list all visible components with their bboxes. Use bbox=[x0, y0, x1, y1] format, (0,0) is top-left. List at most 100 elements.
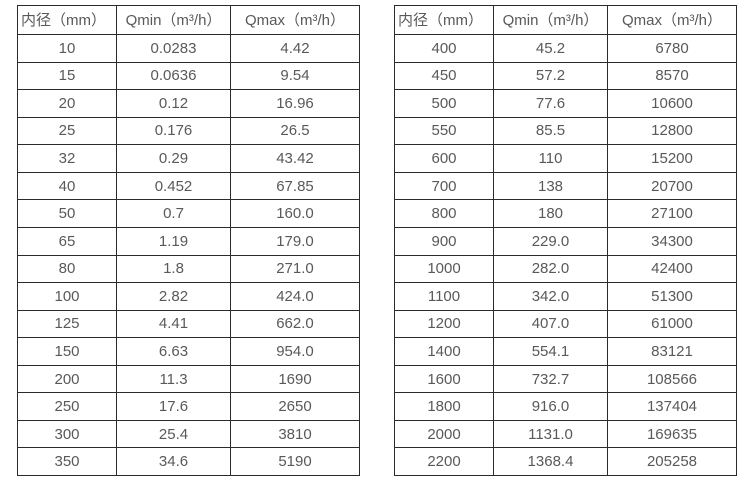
table-row: 10 0.0283 4.42 bbox=[17, 34, 360, 63]
table-cell: 229.0 bbox=[493, 226, 608, 256]
table-cell: 5190 bbox=[230, 447, 360, 476]
table-row: 150 6.63 954.0 bbox=[17, 337, 360, 366]
table-cell: 83121 bbox=[607, 337, 737, 366]
table-cell: 700 bbox=[394, 171, 494, 201]
table-row: 400 45.2 6780 bbox=[394, 34, 737, 63]
table-cell: 100 bbox=[17, 282, 117, 311]
table-row: 350 34.6 5190 bbox=[17, 447, 360, 476]
table-cell: 282.0 bbox=[493, 254, 608, 284]
table-cell: 1200 bbox=[394, 309, 494, 339]
table-cell: 2000 bbox=[394, 419, 494, 449]
table-row: 2000 1131.0 169635 bbox=[394, 419, 737, 449]
table-row: 25 0.176 26.5 bbox=[17, 116, 360, 146]
table-cell: 550 bbox=[394, 116, 494, 146]
table-cell: 169635 bbox=[607, 419, 737, 449]
table-row: 1000 282.0 42400 bbox=[394, 254, 737, 284]
table-row: 1400 554.1 83121 bbox=[394, 337, 737, 366]
table-cell: 61000 bbox=[607, 309, 737, 339]
table-cell: 65 bbox=[17, 226, 117, 256]
table-cell: 0.29 bbox=[116, 144, 231, 173]
table-cell: 160.0 bbox=[230, 199, 360, 228]
table-row: 900 229.0 34300 bbox=[394, 226, 737, 256]
table-cell: 50 bbox=[17, 199, 117, 228]
table-cell: 3810 bbox=[230, 419, 360, 449]
column-header-diameter: 内径（mm） bbox=[17, 5, 117, 35]
table-cell: 32 bbox=[17, 144, 117, 173]
table-cell: 45.2 bbox=[493, 34, 608, 63]
table-cell: 271.0 bbox=[230, 254, 360, 284]
table-row: 550 85.5 12800 bbox=[394, 116, 737, 146]
table-cell: 0.176 bbox=[116, 116, 231, 146]
table-cell: 15 bbox=[17, 61, 117, 91]
table-cell: 0.12 bbox=[116, 89, 231, 118]
table-cell: 800 bbox=[394, 199, 494, 228]
table-cell: 10600 bbox=[607, 89, 737, 118]
table-cell: 15200 bbox=[607, 144, 737, 173]
table-cell: 916.0 bbox=[493, 392, 608, 421]
table-cell: 1368.4 bbox=[493, 447, 608, 476]
table-cell: 0.452 bbox=[116, 171, 231, 201]
table-row: 450 57.2 8570 bbox=[394, 61, 737, 91]
table-cell: 2.82 bbox=[116, 282, 231, 311]
table-cell: 4.42 bbox=[230, 34, 360, 63]
table-cell: 342.0 bbox=[493, 282, 608, 311]
table-cell: 6780 bbox=[607, 34, 737, 63]
table-cell: 1.8 bbox=[116, 254, 231, 284]
table-cell: 138 bbox=[493, 171, 608, 201]
table-row: 50 0.7 160.0 bbox=[17, 199, 360, 228]
table-cell: 1690 bbox=[230, 364, 360, 394]
table-cell: 16.96 bbox=[230, 89, 360, 118]
flow-table-small-diameters: 内径（mm） Qmin（m³/h） Qmax（m³/h） 10 0.0283 4.4… bbox=[17, 5, 360, 476]
table-row: 15 0.0636 9.54 bbox=[17, 61, 360, 91]
table-header-row: 内径（mm） Qmin（m³/h） Qmax（m³/h） bbox=[17, 5, 360, 35]
table-cell: 554.1 bbox=[493, 337, 608, 366]
table-cell: 400 bbox=[394, 34, 494, 63]
table-cell: 80 bbox=[17, 254, 117, 284]
table-cell: 110 bbox=[493, 144, 608, 173]
table-cell: 17.6 bbox=[116, 392, 231, 421]
table-cell: 25 bbox=[17, 116, 117, 146]
table-cell: 12800 bbox=[607, 116, 737, 146]
table-cell: 27100 bbox=[607, 199, 737, 228]
table-cell: 26.5 bbox=[230, 116, 360, 146]
table-cell: 6.63 bbox=[116, 337, 231, 366]
table-cell: 8570 bbox=[607, 61, 737, 91]
table-cell: 150 bbox=[17, 337, 117, 366]
table-row: 800 180 27100 bbox=[394, 199, 737, 228]
table-cell: 424.0 bbox=[230, 282, 360, 311]
table-row: 300 25.4 3810 bbox=[17, 419, 360, 449]
table-cell: 0.0283 bbox=[116, 34, 231, 63]
table-cell: 1600 bbox=[394, 364, 494, 394]
table-cell: 300 bbox=[17, 419, 117, 449]
table-cell: 200 bbox=[17, 364, 117, 394]
table-row: 600 110 15200 bbox=[394, 144, 737, 173]
flow-table-large-diameters: 内径（mm） Qmin（m³/h） Qmax（m³/h） 400 45.2 6780… bbox=[394, 5, 737, 476]
table-cell: 1131.0 bbox=[493, 419, 608, 449]
table-row: 1600 732.7 108566 bbox=[394, 364, 737, 394]
table-cell: 4.41 bbox=[116, 309, 231, 339]
table-cell: 180 bbox=[493, 199, 608, 228]
table-cell: 137404 bbox=[607, 392, 737, 421]
table-cell: 67.85 bbox=[230, 171, 360, 201]
table-cell: 450 bbox=[394, 61, 494, 91]
table-cell: 1.19 bbox=[116, 226, 231, 256]
column-header-qmin: Qmin（m³/h） bbox=[116, 5, 231, 35]
table-cell: 1100 bbox=[394, 282, 494, 311]
table-cell: 2650 bbox=[230, 392, 360, 421]
table-cell: 77.6 bbox=[493, 89, 608, 118]
table-cell: 600 bbox=[394, 144, 494, 173]
table-cell: 34.6 bbox=[116, 447, 231, 476]
table-cell: 11.3 bbox=[116, 364, 231, 394]
table-cell: 125 bbox=[17, 309, 117, 339]
table-cell: 2200 bbox=[394, 447, 494, 476]
table-row: 100 2.82 424.0 bbox=[17, 282, 360, 311]
column-header-qmax: Qmax（m³/h） bbox=[230, 5, 360, 35]
table-row: 1100 342.0 51300 bbox=[394, 282, 737, 311]
table-cell: 732.7 bbox=[493, 364, 608, 394]
table-cell: 900 bbox=[394, 226, 494, 256]
table-cell: 51300 bbox=[607, 282, 737, 311]
table-cell: 10 bbox=[17, 34, 117, 63]
table-cell: 662.0 bbox=[230, 309, 360, 339]
table-cell: 108566 bbox=[607, 364, 737, 394]
table-cell: 1400 bbox=[394, 337, 494, 366]
